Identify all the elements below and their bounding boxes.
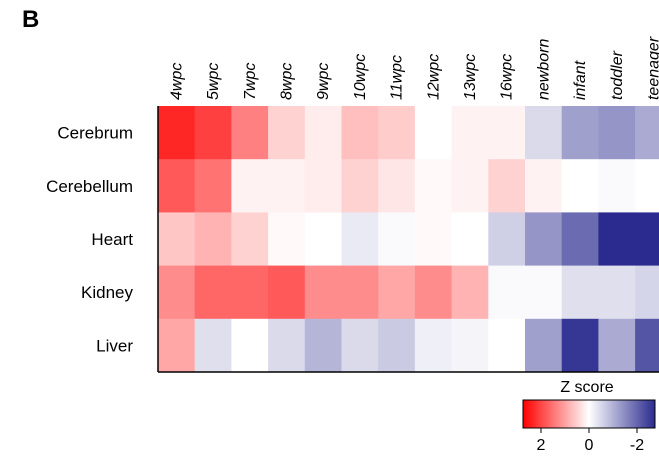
row-label: Kidney: [81, 283, 133, 302]
heatmap-cell: [341, 265, 379, 320]
row-label: Cerebellum: [46, 177, 133, 196]
heatmap-cell: [304, 212, 342, 267]
heatmap-cell: [598, 212, 636, 267]
heatmap-cell: [635, 106, 659, 160]
heatmap-cell: [194, 159, 232, 213]
heatmap-cell: [451, 212, 489, 267]
heatmap-cell: [598, 265, 636, 320]
heatmap-cell: [194, 212, 232, 267]
heatmap-cell: [158, 212, 196, 267]
heatmap-cell: [598, 159, 636, 213]
heatmap-cell: [561, 318, 599, 373]
column-label: 16wpc: [499, 54, 516, 100]
legend-colorbar: [522, 399, 656, 429]
heatmap-cell: [488, 106, 526, 160]
column-label: toddler: [609, 50, 626, 100]
panel-label: B: [22, 6, 40, 33]
heatmap-cell: [158, 106, 196, 160]
heatmap-cell: [488, 212, 526, 267]
heatmap-cell: [525, 265, 563, 320]
heatmap-cell: [525, 106, 563, 160]
heatmap-cell: [451, 159, 489, 213]
heatmap-cell: [488, 265, 526, 320]
heatmap-cell: [414, 265, 453, 320]
column-label: 10wpc: [352, 54, 369, 100]
heatmap-cell: [268, 318, 306, 373]
heatmap-cell: [231, 212, 269, 267]
heatmap-cell: [378, 318, 416, 373]
heatmap-cell: [231, 106, 269, 160]
heatmap-cell: [598, 106, 636, 160]
heatmap-cell: [304, 159, 342, 213]
heatmap-cell: [304, 106, 342, 160]
heatmap-cell: [451, 265, 489, 320]
heatmap-cell: [561, 106, 599, 160]
heatmap-cell: [231, 159, 269, 213]
heatmap-cell: [158, 159, 196, 213]
legend-title: Z score: [560, 379, 613, 396]
heatmap-cell: [341, 318, 379, 373]
heatmap-cell: [378, 212, 416, 267]
legend-tick-label: 0: [585, 437, 594, 454]
heatmap-cell: [488, 318, 526, 373]
heatmap-cell: [231, 265, 269, 320]
heatmap-cell: [414, 212, 453, 267]
column-label: teenager: [645, 36, 659, 100]
heatmap-cell: [231, 318, 269, 373]
heatmap-cell: [561, 265, 599, 320]
heatmap-cell: [304, 318, 342, 373]
heatmap-cell: [378, 159, 416, 213]
heatmap-cell: [635, 212, 659, 267]
column-label: 11wpc: [389, 55, 406, 100]
heatmap-cell: [635, 159, 659, 213]
column-label: 5wpc: [205, 63, 222, 100]
column-label: newborn: [535, 39, 552, 100]
heatmap-cell: [194, 265, 232, 320]
heatmap-cell: [414, 159, 453, 213]
heatmap-cell: [635, 265, 659, 320]
heatmap-cell: [451, 106, 489, 160]
heatmap-cell: [194, 318, 232, 373]
row-label: Heart: [91, 230, 133, 249]
heatmap-cell: [414, 106, 453, 160]
heatmap-cell: [635, 318, 659, 373]
heatmap-cell: [268, 212, 306, 267]
heatmap-cell: [268, 265, 306, 320]
heatmap-cell: [158, 318, 196, 373]
heatmap-cell: [451, 318, 489, 373]
heatmap-cell: [341, 159, 379, 213]
column-label: 9wpc: [315, 63, 332, 100]
column-label: infant: [572, 60, 589, 100]
row-label: Liver: [96, 336, 133, 355]
heatmap-cell: [378, 265, 416, 320]
heatmap-cell: [525, 318, 563, 373]
heatmap-cell: [194, 106, 232, 160]
heatmap-cell: [378, 106, 416, 160]
column-label: 8wpc: [278, 63, 295, 100]
column-label: 7wpc: [242, 63, 259, 100]
column-label: 12wpc: [425, 54, 442, 100]
heatmap-cell: [414, 318, 453, 373]
row-label: Cerebrum: [57, 124, 133, 143]
heatmap-cell: [158, 265, 196, 320]
column-label: 4wpc: [168, 63, 185, 100]
heatmap-cell: [525, 212, 563, 267]
column-label: 13wpc: [462, 54, 479, 100]
legend-tick-label: -2: [630, 437, 644, 454]
heatmap-cell: [488, 159, 526, 213]
heatmap-cell: [525, 159, 563, 213]
heatmap-cell: [341, 212, 379, 267]
heatmap-cell: [304, 265, 342, 320]
heatmap-cell: [341, 106, 379, 160]
heatmap-cell: [561, 159, 599, 213]
heatmap-cell: [561, 212, 599, 267]
heatmap-cell: [598, 318, 636, 373]
legend-tick-label: 2: [537, 437, 546, 454]
heatmap-cell: [268, 159, 306, 213]
heatmap-cell: [268, 106, 306, 160]
